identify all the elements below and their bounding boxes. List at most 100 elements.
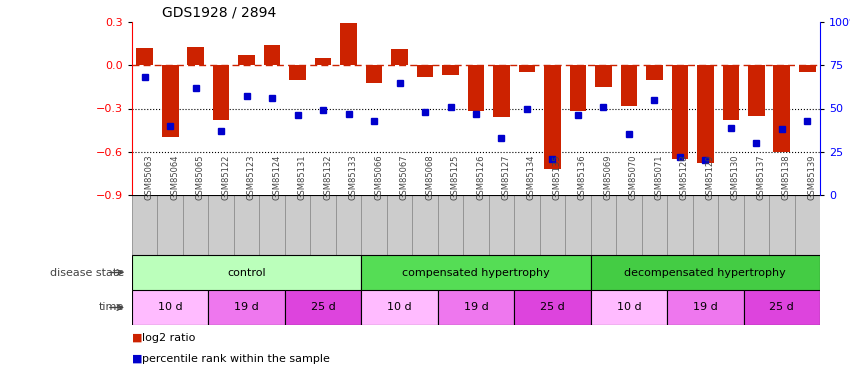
Text: time: time xyxy=(99,303,124,312)
Bar xyxy=(468,65,484,111)
Text: 25 d: 25 d xyxy=(311,303,336,312)
Text: 25 d: 25 d xyxy=(769,303,794,312)
Text: GSM85134: GSM85134 xyxy=(527,154,536,200)
Text: GSM85136: GSM85136 xyxy=(578,154,587,200)
Text: GSM85138: GSM85138 xyxy=(782,154,790,200)
Text: ■: ■ xyxy=(132,333,146,343)
Text: 19 d: 19 d xyxy=(235,303,259,312)
Text: GSM85129: GSM85129 xyxy=(706,154,714,200)
Text: GSM85064: GSM85064 xyxy=(170,154,179,200)
Text: log2 ratio: log2 ratio xyxy=(142,333,196,343)
Text: GSM85063: GSM85063 xyxy=(144,154,154,200)
Bar xyxy=(264,45,280,65)
Bar xyxy=(795,195,820,255)
Text: control: control xyxy=(227,267,266,278)
Bar xyxy=(646,65,663,80)
Text: GSM85131: GSM85131 xyxy=(298,154,307,200)
Bar xyxy=(289,65,306,80)
Bar xyxy=(493,65,510,117)
Text: disease state: disease state xyxy=(50,267,124,278)
Bar xyxy=(183,195,208,255)
Text: 10 d: 10 d xyxy=(616,303,641,312)
Bar xyxy=(259,195,285,255)
Bar xyxy=(591,195,616,255)
Text: GSM85125: GSM85125 xyxy=(450,154,460,200)
Bar xyxy=(416,65,434,77)
Bar xyxy=(361,290,438,325)
Bar xyxy=(565,195,591,255)
Bar xyxy=(391,50,408,65)
Bar xyxy=(187,46,204,65)
Bar xyxy=(672,65,688,159)
Bar xyxy=(667,195,693,255)
Text: GSM85130: GSM85130 xyxy=(731,154,740,200)
Bar xyxy=(340,24,357,65)
Bar xyxy=(744,195,769,255)
Text: GSM85066: GSM85066 xyxy=(374,154,383,200)
Text: GSM85067: GSM85067 xyxy=(400,154,409,200)
Bar xyxy=(132,255,361,290)
Bar xyxy=(314,58,332,65)
Bar xyxy=(667,290,744,325)
Bar xyxy=(748,65,765,116)
Text: GSM85137: GSM85137 xyxy=(756,154,765,200)
Text: GSM85127: GSM85127 xyxy=(502,154,511,200)
Bar xyxy=(697,65,714,163)
Text: GSM85132: GSM85132 xyxy=(323,154,332,200)
Text: ■: ■ xyxy=(132,354,146,364)
Bar xyxy=(361,195,387,255)
Bar xyxy=(285,290,361,325)
Bar xyxy=(595,65,612,87)
Bar xyxy=(514,195,540,255)
Bar xyxy=(438,290,514,325)
Bar xyxy=(212,65,230,120)
Bar xyxy=(285,195,310,255)
Bar xyxy=(489,195,514,255)
Bar xyxy=(591,255,820,290)
Bar xyxy=(162,65,178,137)
Bar xyxy=(132,195,157,255)
Text: 10 d: 10 d xyxy=(158,303,183,312)
Text: 10 d: 10 d xyxy=(388,303,412,312)
Bar xyxy=(642,195,667,255)
Text: GSM85122: GSM85122 xyxy=(221,154,230,200)
Bar xyxy=(718,195,744,255)
Bar xyxy=(514,290,591,325)
Bar xyxy=(799,65,815,72)
Bar xyxy=(438,195,463,255)
Bar xyxy=(137,48,153,65)
Text: GSM85124: GSM85124 xyxy=(272,154,281,200)
Text: GSM85071: GSM85071 xyxy=(654,154,663,200)
Bar xyxy=(366,65,382,82)
Text: GSM85069: GSM85069 xyxy=(604,154,612,200)
Bar xyxy=(132,290,208,325)
Bar xyxy=(336,195,361,255)
Text: percentile rank within the sample: percentile rank within the sample xyxy=(142,354,330,364)
Bar xyxy=(616,195,642,255)
Text: GSM85070: GSM85070 xyxy=(629,154,638,200)
Text: decompensated hypertrophy: decompensated hypertrophy xyxy=(625,267,786,278)
Text: GDS1928 / 2894: GDS1928 / 2894 xyxy=(162,5,276,19)
Text: GSM85065: GSM85065 xyxy=(196,154,205,200)
Text: GSM85139: GSM85139 xyxy=(808,154,816,200)
Bar xyxy=(387,195,412,255)
Bar xyxy=(769,195,795,255)
Text: 19 d: 19 d xyxy=(463,303,489,312)
Bar xyxy=(518,65,536,72)
Bar xyxy=(361,255,591,290)
Bar xyxy=(157,195,183,255)
Text: GSM85068: GSM85068 xyxy=(425,154,434,200)
Text: GSM85123: GSM85123 xyxy=(246,154,256,200)
Bar xyxy=(570,65,586,111)
Bar xyxy=(774,65,790,152)
Bar xyxy=(693,195,718,255)
Bar xyxy=(544,65,561,169)
Bar xyxy=(620,65,638,106)
Bar xyxy=(744,290,820,325)
Bar xyxy=(540,195,565,255)
Text: compensated hypertrophy: compensated hypertrophy xyxy=(402,267,550,278)
Bar xyxy=(234,195,259,255)
Text: GSM85133: GSM85133 xyxy=(348,154,358,200)
Text: GSM85128: GSM85128 xyxy=(680,154,688,200)
Bar xyxy=(310,195,336,255)
